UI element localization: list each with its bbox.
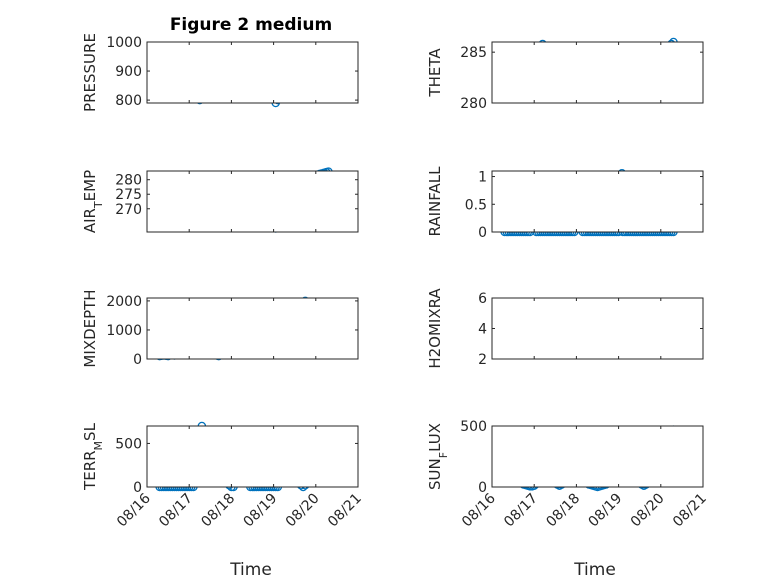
y-tick-label: 500	[115, 436, 142, 452]
y-tick-label: 900	[115, 64, 142, 80]
y-tick-label: 0	[478, 480, 487, 496]
x-tick-label: 08/19	[586, 491, 626, 531]
y-tick-label: 2000	[106, 294, 142, 310]
y-axis-label-h2omixra: H2OMIXRA	[426, 288, 444, 369]
y-tick-label: 0.5	[465, 197, 487, 213]
y-tick-label: 270	[115, 202, 142, 218]
subplot-h2omixra: 2 4 6 H2OMIXRA	[426, 288, 704, 369]
axes-frame-rainfall	[491, 170, 704, 233]
y-tick-label: 280	[115, 173, 142, 189]
x-tick-label: 08/20	[628, 491, 668, 531]
axes-frame-air-temp	[146, 170, 359, 233]
y-axis-label-sun-flux: SUNFLUX	[426, 423, 450, 490]
x-axis-label-left: Time	[229, 560, 272, 580]
x-tick-label: 08/20	[283, 491, 323, 531]
x-tick-label: 08/17	[501, 491, 541, 531]
axes-frame-h2omixra	[491, 297, 704, 360]
x-tick-label: 08/18	[543, 491, 583, 531]
figure-title: Figure 2 medium	[170, 15, 332, 35]
axes-frame-mixdepth	[146, 297, 359, 360]
y-tick-label: 285	[460, 45, 487, 61]
y-axis-label-theta: THETA	[426, 48, 444, 98]
subplot-rainfall: 0 0.5 1 RAINFALL	[426, 166, 704, 241]
x-tick-label: 08/19	[241, 491, 281, 531]
x-tick-label: 08/16	[114, 490, 154, 530]
subplot-terr-msl: 0 500 TERRMSL 08/16 08/17 08/18 08/19 08/20 08/2…	[81, 421, 365, 531]
axes-frame-theta	[491, 41, 704, 104]
y-tick-label: 4	[478, 322, 487, 338]
axes-frame-sun-flux	[491, 425, 704, 488]
y-tick-label: 1000	[106, 35, 142, 51]
subplot-theta: 280 285 THETA	[426, 37, 704, 112]
y-tick-label: 275	[115, 187, 142, 203]
x-tick-label: 08/18	[198, 491, 238, 531]
y-axis-label-terr-msl: TERRMSL	[81, 422, 105, 491]
y-tick-label: 0	[478, 225, 487, 241]
y-tick-label: 6	[478, 291, 487, 307]
y-axis-label-air-temp: AIRTEMP	[81, 170, 105, 233]
y-axis-label-mixdepth: MIXDEPTH	[81, 289, 99, 367]
subplot-sun-flux: 0 500 SUNFLUX 08/16 08/17 08/18 08/19 08/20 08/2…	[426, 419, 710, 530]
x-tick-label: 08/21	[325, 491, 365, 531]
y-tick-label: 800	[115, 93, 142, 109]
x-tick-label: 08/21	[670, 491, 710, 531]
axes-frame-terr-msl	[146, 425, 359, 488]
y-tick-label: 500	[460, 419, 487, 435]
y-tick-label: 0	[133, 352, 142, 368]
y-tick-label: 0	[133, 480, 142, 496]
subplot-mixdepth: 0 1000 2000 MIXDEPTH	[81, 289, 359, 368]
x-tick-label: 08/16	[459, 490, 499, 530]
x-axis-label-right: Time	[573, 560, 616, 580]
y-tick-label: 280	[460, 96, 487, 112]
x-tick-label: 08/17	[156, 491, 196, 531]
y-tick-label: 2	[478, 352, 487, 368]
y-axis-label-rainfall: RAINFALL	[426, 166, 444, 237]
y-tick-label: 1000	[106, 323, 142, 339]
axes-frame-pressure	[146, 41, 359, 104]
y-axis-label-pressure: PRESSURE	[81, 33, 99, 112]
y-tick-label: 1	[478, 170, 487, 186]
subplot-pressure: 800 900 1000 PRESSURE	[81, 33, 359, 112]
